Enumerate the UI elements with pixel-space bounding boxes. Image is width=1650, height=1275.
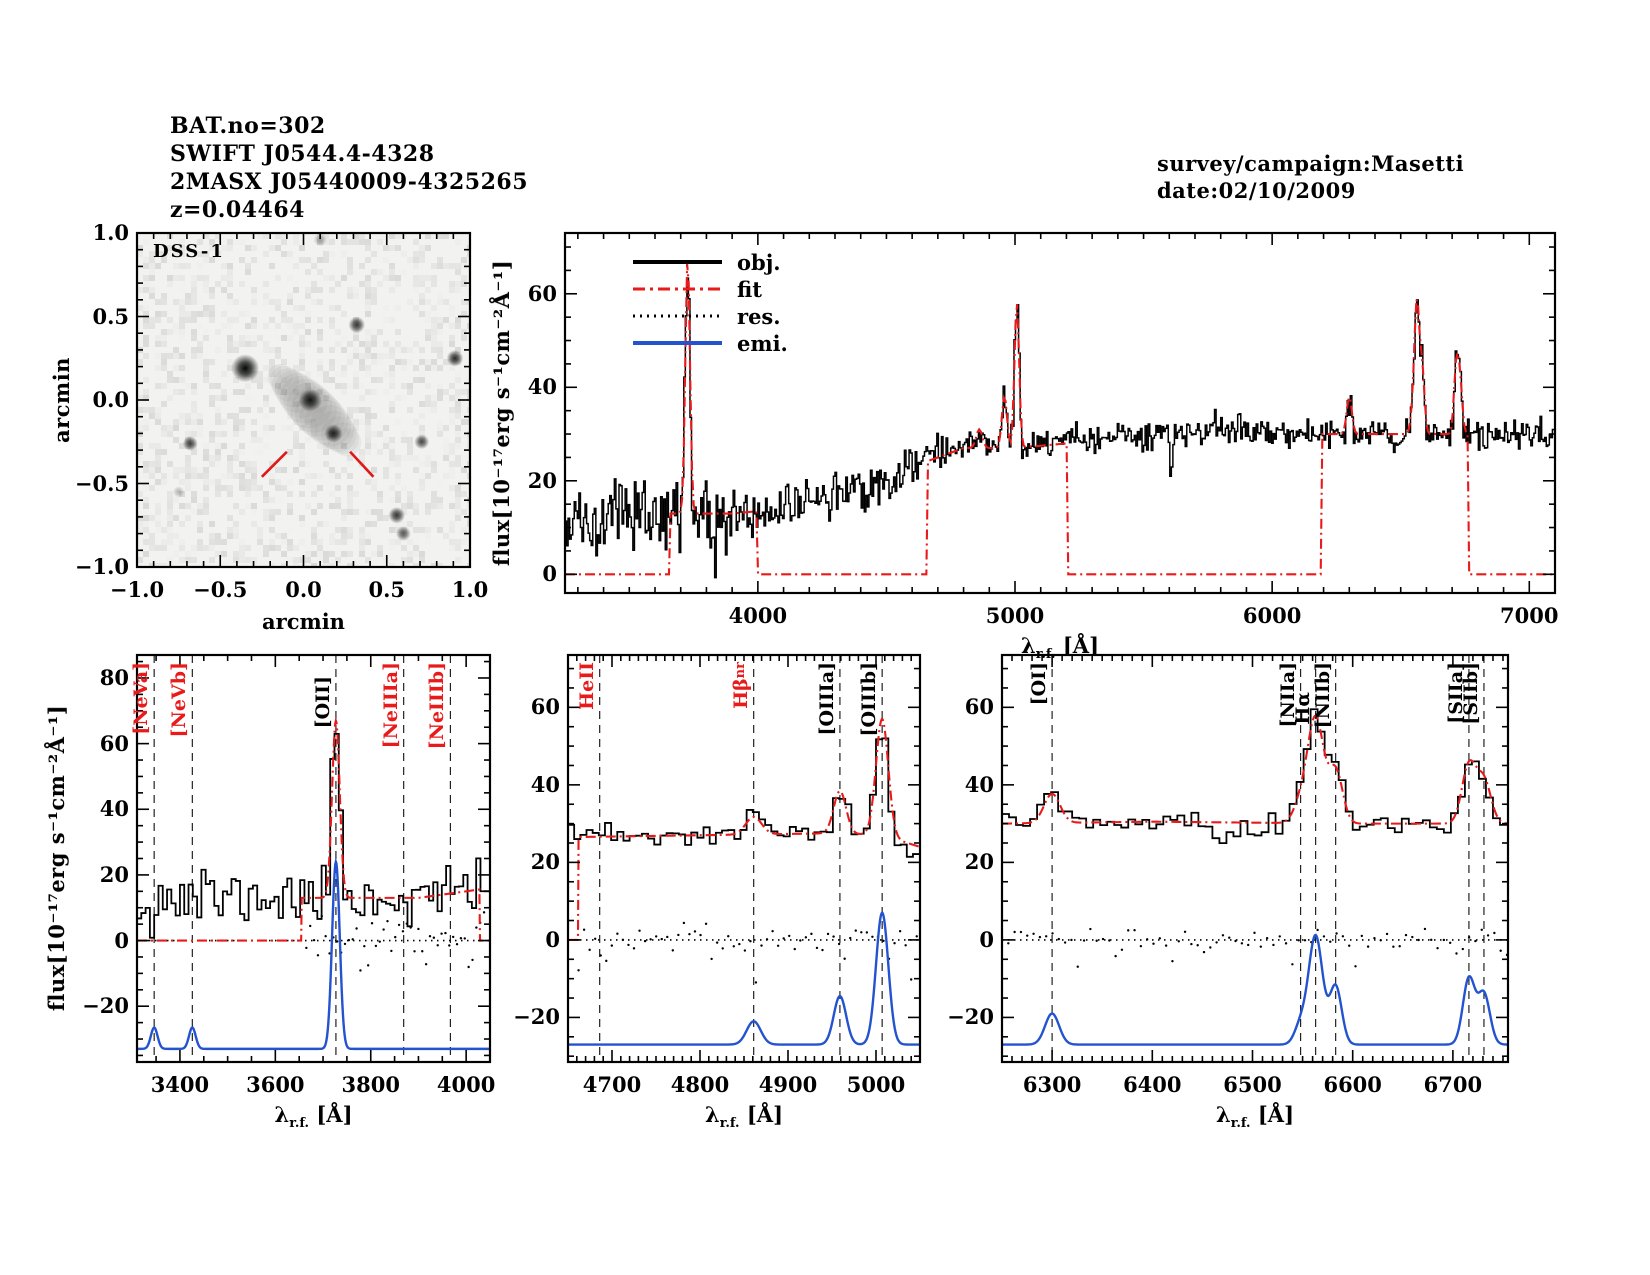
survey-info-block: survey/campaign:Masetti date:02/10/2009 (1157, 150, 1464, 204)
y-tick-label: 80 (99, 664, 129, 690)
x-tick-label: 4000 (436, 1072, 496, 1097)
y-tick-label: 0 (542, 561, 557, 587)
y-tick-label: 0 (545, 926, 560, 952)
x-tick-label: 6700 (1423, 1072, 1483, 1097)
x-tick-label: 7000 (1500, 603, 1559, 628)
x-tick-label: 3600 (246, 1072, 305, 1097)
emission-line-label: [SIIb] (1459, 662, 1482, 725)
emission-line-label: [OIIIb] (858, 662, 881, 737)
emission-line-label: HeII (575, 662, 598, 710)
y-tick-label: 0 (979, 926, 994, 952)
y-tick-label: 0.5 (92, 303, 129, 329)
y-tick-label: 40 (99, 796, 129, 822)
x-tick-label: 4800 (670, 1072, 730, 1097)
y-tick-label: −1.0 (74, 554, 129, 579)
x-tick-label: 6400 (1123, 1072, 1182, 1097)
emission-line-label: [NeIIIa] (379, 662, 402, 749)
y-tick-label: −20 (947, 1004, 994, 1030)
y-tick-label: 40 (530, 771, 560, 797)
y-tick-label: 40 (527, 374, 557, 400)
y-tick-label: 60 (964, 694, 994, 720)
emission-line-label: [NIIb] (1311, 662, 1334, 729)
y-tick-label: −20 (82, 993, 129, 1019)
x-tick-label: 4900 (758, 1072, 818, 1097)
x-axis-label-arcmin: arcmin (262, 609, 345, 634)
x-tick-label: 5000 (985, 603, 1045, 628)
x-tick-label: −1.0 (109, 577, 165, 602)
legend-obj-label: obj. (737, 250, 781, 275)
x-tick-label: −0.5 (193, 577, 248, 602)
x-tick-label: 0.5 (368, 577, 406, 602)
emission-line-label: [OIIIa] (815, 662, 838, 736)
emission-line-label: [NeVb] (168, 662, 191, 738)
x-tick-label: 3800 (341, 1072, 400, 1097)
target-info-block: BAT.no=302 SWIFT J0544.4-4328 2MASX J054… (170, 112, 528, 224)
x-axis-label-wavelength: λr.f. [Å] (1020, 633, 1100, 663)
x-tick-label: 5000 (846, 1072, 906, 1097)
swift-name: SWIFT J0544.4-4328 (170, 141, 435, 167)
dss-survey-label: DSS-1 (153, 241, 225, 262)
y-axis-label-arcmin: arcmin (49, 357, 74, 443)
x-tick-label: 1.0 (451, 577, 489, 602)
x-axis-label-wavelength: λr.f. [Å] (704, 1102, 784, 1132)
x-axis-label-wavelength: λr.f. [Å] (1215, 1102, 1295, 1132)
x-tick-label: 3400 (150, 1072, 210, 1097)
flux-axis-label-top: flux[10⁻¹⁷erg s⁻¹cm⁻²Å⁻¹] (489, 259, 514, 567)
y-tick-label: 20 (964, 849, 994, 875)
y-tick-label: −0.5 (74, 470, 129, 496)
legend-fit-label: fit (737, 277, 762, 302)
observation-date: date:02/10/2009 (1157, 178, 1356, 203)
bat-number: BAT.no=302 (170, 113, 326, 139)
legend-res-label: res. (737, 304, 781, 329)
y-tick-label: 60 (527, 280, 557, 306)
x-tick-label: 0.0 (285, 577, 322, 602)
emission-line-label: [OI] (1028, 662, 1051, 706)
y-tick-label: 60 (530, 694, 560, 720)
y-tick-label: 60 (99, 730, 129, 756)
emission-line-label: [NeIIIb] (426, 662, 449, 750)
survey-campaign: survey/campaign:Masetti (1157, 151, 1465, 176)
emission-line-label: Hα (1291, 692, 1314, 725)
redshift: z=0.04464 (170, 197, 305, 223)
x-tick-label: 6300 (1022, 1072, 1082, 1097)
x-axis-label-wavelength: λr.f. [Å] (274, 1102, 353, 1132)
emission-line-label: [OII] (311, 676, 334, 729)
x-tick-label: 4700 (582, 1072, 642, 1097)
y-tick-label: 1.0 (92, 220, 129, 245)
legend-emi-label: emi. (737, 331, 788, 356)
emission-line-label: Hβnr (729, 662, 752, 709)
emission-line-label: [NeVa] (130, 662, 153, 735)
x-tick-label: 6500 (1223, 1072, 1282, 1097)
y-tick-label: 20 (99, 861, 129, 887)
y-tick-label: 0.0 (92, 387, 129, 412)
x-tick-label: 6000 (1242, 603, 1302, 628)
x-tick-label: 4000 (728, 603, 788, 628)
y-tick-label: 20 (527, 467, 557, 493)
y-tick-label: 0 (114, 927, 129, 953)
y-tick-label: 20 (530, 849, 560, 875)
y-tick-label: −20 (513, 1004, 560, 1030)
y-tick-label: 40 (964, 771, 994, 797)
2masx-name: 2MASX J05440009-4325265 (170, 169, 528, 195)
x-tick-label: 6600 (1323, 1072, 1382, 1097)
